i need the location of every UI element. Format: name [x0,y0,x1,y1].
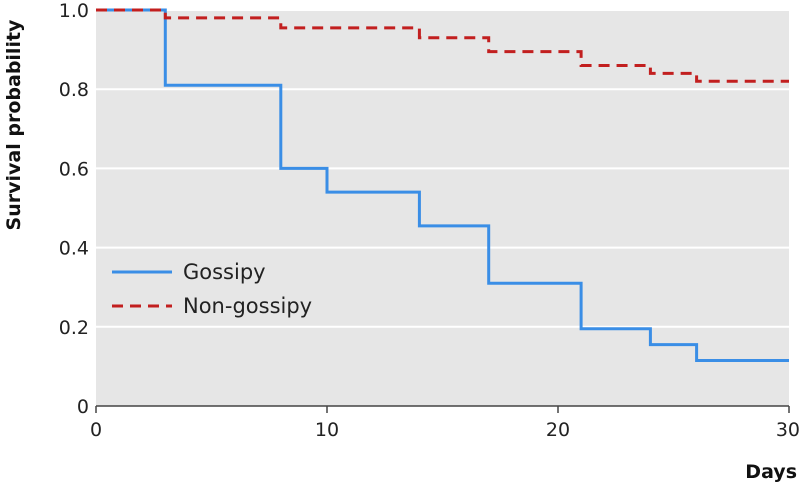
legend-label-non-gossipy: Non-gossipy [183,294,312,318]
x-tick-label: 30 [776,419,800,441]
legend-label-gossipy: Gossipy [183,260,266,284]
y-tick-label: 0.8 [59,79,89,101]
x-tick-label: 20 [546,419,570,441]
legend: Gossipy Non-gossipy [112,260,312,318]
x-axis-label: Days [745,461,797,483]
series-line-non-gossipy [96,8,789,83]
y-tick-label: 1.0 [59,0,89,22]
series-lines [96,8,789,362]
x-tick-label: 0 [90,419,102,441]
y-tick-label: 0.4 [59,238,89,260]
x-axis-ticks: 0 10 20 30 [90,406,800,441]
grid-lines [96,9,789,328]
y-tick-label: 0 [77,396,89,418]
y-axis-label: Survival probability [3,19,25,230]
y-tick-label: 0.6 [59,158,89,180]
y-axis-ticks: 0 0.2 0.4 0.6 0.8 1.0 [59,0,89,418]
series-line-gossipy [96,8,789,362]
y-tick-label: 0.2 [59,317,89,339]
x-tick-label: 10 [315,419,339,441]
plot-background [96,10,789,406]
